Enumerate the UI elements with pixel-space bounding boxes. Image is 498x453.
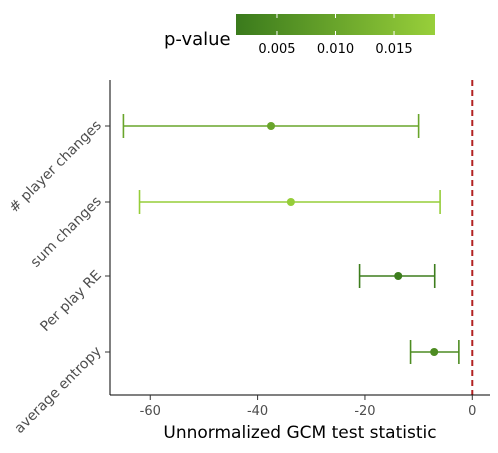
error-bar-0 (122, 114, 420, 138)
y-category-label: sum changes (28, 194, 105, 271)
x-tick-label: 0 (468, 404, 476, 419)
estimate-point (286, 198, 295, 206)
colorbar-legend: p-value 0.005 0.010 0.015 (164, 14, 435, 57)
x-axis-ticks: -60 -40 -20 0 (140, 395, 476, 419)
estimate-point (430, 348, 439, 356)
y-category-label: average entropy (12, 344, 105, 437)
estimate-point (267, 122, 276, 130)
y-category-label: Per play RE (37, 268, 104, 335)
x-tick-label: -60 (140, 404, 161, 419)
legend-title: p-value (164, 29, 231, 50)
x-tick-label: -40 (247, 404, 268, 419)
error-bar-3 (409, 340, 460, 364)
error-bar-1 (138, 190, 441, 214)
colorbar-tick-label: 0.005 (258, 42, 295, 57)
x-axis-label: Unnormalized GCM test statistic (163, 423, 436, 443)
estimate-point (394, 272, 403, 280)
colorbar-tick-label: 0.015 (375, 42, 412, 57)
error-bars (122, 114, 460, 364)
colorbar-tick-label: 0.010 (317, 42, 354, 57)
error-bar-2 (358, 264, 436, 288)
colorbar-ticks: 0.005 0.010 0.015 (258, 14, 413, 57)
colorbar-gradient (236, 14, 435, 35)
x-tick-label: -20 (354, 404, 375, 419)
